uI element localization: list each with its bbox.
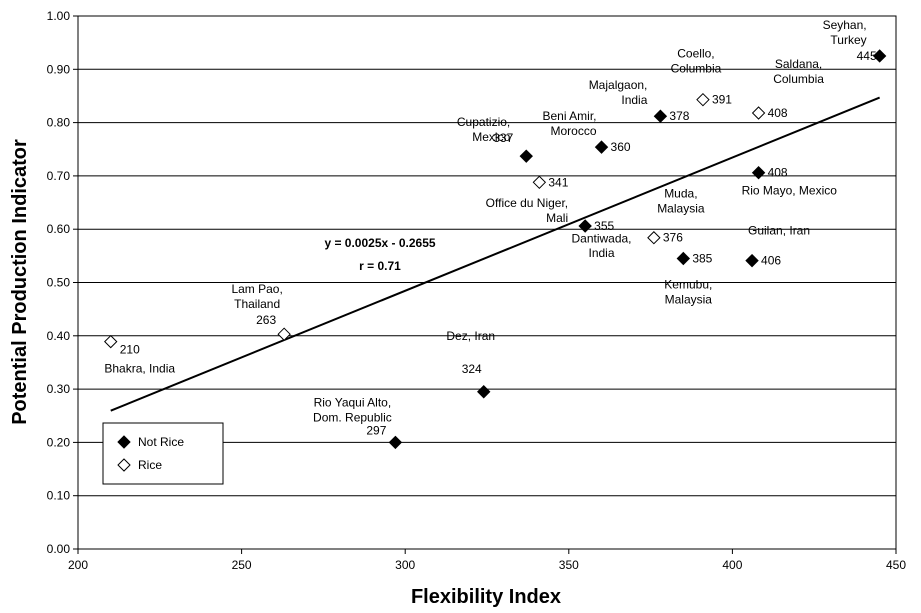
point-value-label: 341 [548, 175, 568, 189]
y-tick-label: 0.10 [47, 489, 71, 503]
y-tick-label: 0.40 [47, 329, 71, 343]
point-value-label: 378 [669, 109, 689, 123]
point-name-label: Bhakra, India [104, 362, 175, 376]
point-not-rice [578, 219, 592, 233]
x-tick-label: 250 [232, 558, 252, 572]
y-tick-label: 0.20 [47, 435, 71, 449]
y-tick-label: 0.00 [47, 542, 71, 556]
point-name-label: Beni Amir, [542, 109, 596, 123]
x-tick-label: 200 [68, 558, 88, 572]
x-tick-label: 400 [722, 558, 742, 572]
point-not-rice [745, 253, 759, 268]
point-name-label: Morocco [551, 124, 597, 138]
annotation-label: Dantiwada, [571, 232, 631, 246]
x-tick-label: 300 [395, 558, 415, 572]
point-name-label: Rio Mayo, Mexico [742, 184, 838, 198]
y-tick-label: 1.00 [47, 9, 71, 23]
point-not-rice [872, 49, 887, 63]
point-value-label: 391 [712, 93, 732, 107]
trendline-r-value: r = 0.71 [359, 259, 401, 273]
point-value-label: 385 [692, 252, 712, 266]
y-tick-label: 0.90 [47, 62, 71, 76]
point-not-rice [594, 140, 609, 154]
point-rice [751, 106, 766, 120]
point-name-label: Coello, [677, 47, 714, 61]
point-value-label: 408 [768, 106, 788, 120]
point-not-rice [477, 385, 491, 399]
y-axis-title: Potential Production Indicator [9, 139, 31, 425]
y-tick-label: 0.60 [47, 222, 71, 236]
point-name-label: Cupatizio, [457, 115, 510, 129]
point-rice [647, 231, 661, 245]
point-value-label: 297 [366, 423, 386, 437]
point-name-label: Seyhan, [823, 18, 867, 32]
point-name-label: Lam Pao, [231, 282, 282, 296]
point-value-label: 408 [768, 166, 788, 180]
point-name-label: Turkey [830, 33, 866, 47]
point-labels: 445Seyhan,Turkey378Majalgaon,India408Rio… [104, 18, 877, 437]
point-rice [696, 92, 710, 107]
point-value-label: 337 [493, 131, 513, 145]
point-rice [104, 334, 118, 349]
x-tick-label: 450 [886, 558, 906, 572]
point-not-rice [653, 109, 668, 123]
legend-label-rice: Rice [138, 458, 162, 472]
point-name-label: Dom. Republic [313, 410, 392, 424]
y-tick-label: 0.30 [47, 382, 71, 396]
point-name-label: Rio Yaqui Alto, [314, 395, 392, 409]
point-name-label: Majalgaon, [589, 78, 648, 92]
point-name-label: Dez, Iran [446, 329, 495, 343]
legend: Not Rice Rice [102, 422, 224, 485]
x-tick-label: 350 [559, 558, 579, 572]
point-name-label: Saldana, [775, 57, 822, 71]
point-name-label: Malaysia [657, 202, 705, 216]
point-not-rice [388, 435, 403, 450]
point-name-label: Malaysia [665, 293, 713, 307]
point-name-label: Office du Niger, [486, 196, 569, 210]
point-name-label: India [621, 93, 647, 107]
point-value-label: 360 [611, 140, 631, 154]
point-name-label: Kemubu, [664, 278, 712, 292]
point-value-label: 445 [857, 49, 877, 63]
trendline-equation: y = 0.0025x - 0.2655 [324, 236, 435, 250]
point-value-label: 355 [594, 219, 614, 233]
y-axis-ticks: 0.00 0.10 0.20 0.30 0.40 0.50 0.60 0.70 0.80 0.90… [47, 9, 78, 556]
point-not-rice [751, 165, 766, 180]
point-rice [532, 175, 547, 190]
annotation-label: India [589, 246, 615, 260]
point-name-label: Guilan, Iran [748, 224, 810, 238]
data-points [104, 49, 887, 450]
point-name-label: Columbia [671, 62, 722, 76]
point-name-label: Columbia [773, 72, 824, 86]
legend-label-not-rice: Not Rice [138, 435, 184, 449]
y-tick-label: 0.50 [47, 276, 71, 290]
point-value-label: 263 [256, 313, 276, 327]
point-value-label: 210 [120, 343, 140, 357]
point-value-label: 376 [663, 231, 683, 245]
y-tick-label: 0.70 [47, 169, 71, 183]
x-axis-ticks: 200 250 300 350 400 450 [68, 549, 906, 572]
point-name-label: Muda, [664, 187, 697, 201]
point-not-rice [519, 149, 533, 163]
y-tick-label: 0.80 [47, 116, 71, 130]
legend-marker-not-rice [117, 435, 131, 449]
point-rice [277, 327, 291, 341]
point-value-label: 406 [761, 254, 781, 268]
x-axis-title: Flexibility Index [411, 586, 561, 608]
point-name-label: Mali [546, 211, 568, 225]
trendline [110, 96, 881, 412]
point-name-label: Mexico [472, 130, 510, 144]
trendline-group [110, 96, 881, 412]
legend-marker-rice [117, 458, 131, 472]
point-not-rice [676, 251, 691, 266]
point-value-label: 324 [462, 362, 482, 376]
legend-box [102, 422, 224, 485]
point-name-label: Thailand [234, 297, 280, 311]
